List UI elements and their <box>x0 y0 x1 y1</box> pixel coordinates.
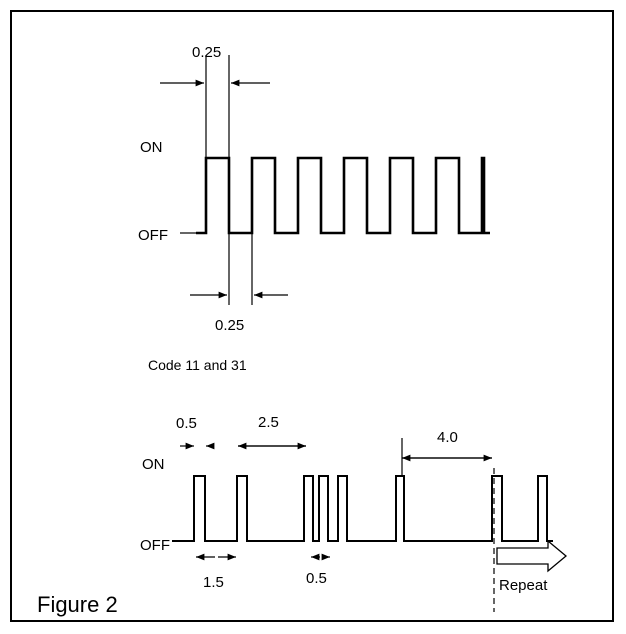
top-pulse-width-label: 0.25 <box>192 44 221 61</box>
bottom-label-1-5: 1.5 <box>203 574 224 591</box>
top-off-label: OFF <box>138 227 168 244</box>
bottom-off-label: OFF <box>140 537 170 554</box>
top-gap-width-label: 0.25 <box>215 317 244 334</box>
repeat-label: Repeat <box>499 577 548 594</box>
bottom-on-label: ON <box>142 456 165 473</box>
bottom-label-0-5-top: 0.5 <box>176 415 197 432</box>
top-caption: Code 11 and 31 <box>148 357 247 373</box>
repeat-arrow-icon <box>496 539 568 573</box>
top-on-label: ON <box>140 139 163 156</box>
figure-caption: Figure 2 <box>37 592 118 617</box>
bottom-label-2-5: 2.5 <box>258 414 279 431</box>
bottom-label-0-5-bottom: 0.5 <box>306 570 327 587</box>
bottom-pulse-train <box>172 475 553 542</box>
top-square-wave <box>196 156 490 235</box>
bottom-label-4-0: 4.0 <box>437 429 458 446</box>
